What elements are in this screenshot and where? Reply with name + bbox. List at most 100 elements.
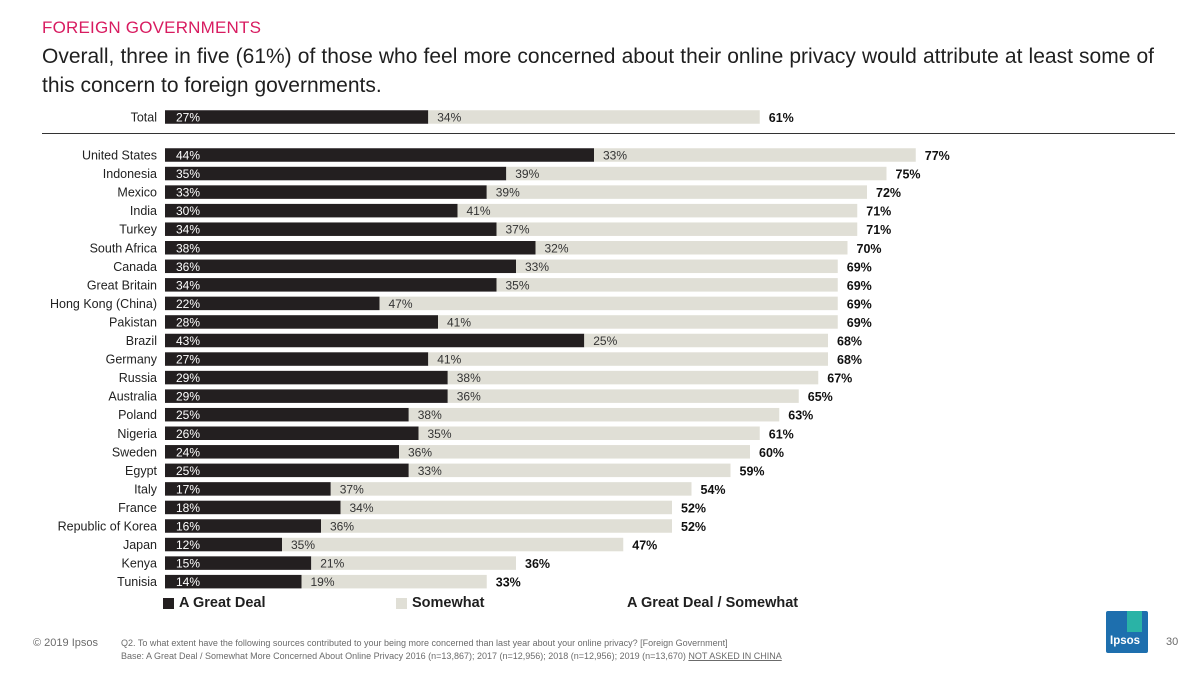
label-somewhat-japan: 35%: [291, 538, 315, 552]
label-great-deal-france: 18%: [176, 501, 200, 515]
total-divider: [42, 133, 1175, 134]
label-great-deal-kenya: 15%: [176, 557, 200, 571]
row-label-pakistan: Pakistan: [109, 315, 157, 329]
row-label-sweden: Sweden: [112, 445, 157, 459]
bar-somewhat-italy: [330, 482, 692, 496]
label-somewhat-kenya: 21%: [320, 557, 344, 571]
label-combined-russia: 67%: [827, 372, 852, 386]
legend-swatch-great-deal: [163, 597, 174, 609]
label-somewhat-united-states: 33%: [603, 149, 627, 163]
label-great-deal-tunisia: 14%: [176, 575, 200, 589]
row-label-tunisia: Tunisia: [117, 575, 157, 589]
label-combined-pakistan: 69%: [847, 316, 872, 330]
label-great-deal-indonesia: 35%: [176, 167, 200, 181]
bar-great-deal-sweden: [165, 445, 399, 459]
bar-somewhat-canada: [516, 259, 838, 274]
label-great-deal-brazil: 43%: [176, 334, 200, 348]
bar-somewhat-japan: [282, 537, 624, 552]
label-somewhat-italy: 37%: [340, 482, 364, 496]
row-label-egypt: Egypt: [125, 464, 157, 478]
label-combined-tunisia: 33%: [496, 576, 521, 590]
label-somewhat-france: 34%: [350, 501, 374, 515]
label-combined-kenya: 36%: [525, 557, 550, 571]
row-label-italy: Italy: [134, 482, 158, 496]
label-combined-total: 61%: [769, 111, 794, 125]
bar-somewhat-germany: [428, 352, 828, 366]
row-label-south-africa: South Africa: [90, 241, 157, 255]
row-label-russia: Russia: [119, 371, 157, 385]
label-great-deal-canada: 36%: [176, 260, 200, 274]
label-great-deal-russia: 29%: [176, 371, 200, 385]
label-somewhat-turkey: 37%: [506, 223, 530, 237]
row-label-brazil: Brazil: [126, 334, 157, 348]
label-great-deal-australia: 29%: [176, 390, 200, 404]
bar-great-deal-france: [165, 500, 341, 515]
bar-great-deal-nigeria: [165, 426, 419, 440]
bar-somewhat-nigeria: [418, 426, 760, 440]
bar-great-deal-japan: [165, 537, 282, 552]
bar-somewhat-pakistan: [438, 315, 838, 329]
label-combined-turkey: 71%: [866, 223, 891, 237]
label-combined-sweden: 60%: [759, 446, 784, 460]
label-combined-germany: 68%: [837, 353, 862, 367]
not-asked-note: NOT ASKED IN CHINA: [688, 651, 782, 661]
label-somewhat-indonesia: 39%: [515, 167, 539, 181]
label-somewhat-great-britain: 35%: [506, 278, 530, 292]
legend-great-deal: A Great Deal: [163, 595, 266, 611]
label-combined-australia: 65%: [808, 390, 833, 404]
bar-somewhat-egypt: [408, 463, 731, 478]
bar-somewhat-republic-of-korea: [321, 519, 672, 533]
bar-somewhat-kenya: [311, 556, 516, 570]
bar-great-deal-egypt: [165, 463, 409, 478]
label-great-deal-great-britain: 34%: [176, 278, 200, 292]
bar-great-deal-indonesia: [165, 166, 507, 181]
label-great-deal-india: 30%: [176, 204, 200, 218]
legend-somewhat: Somewhat: [396, 595, 485, 611]
bar-great-deal-south-africa: [165, 241, 536, 255]
label-great-deal-hong-kong-china: 22%: [176, 297, 200, 311]
label-great-deal-germany: 27%: [176, 353, 200, 367]
row-label-nigeria: Nigeria: [117, 427, 157, 441]
bar-great-deal-canada: [165, 259, 516, 274]
stacked-bar-chart: Total 27% 34% 61% United States 44% 33% 77% Indo…: [50, 110, 950, 590]
bar-great-deal-kenya: [165, 556, 312, 570]
row-label-united-states: United States: [82, 149, 157, 163]
bar-great-deal-germany: [165, 352, 429, 366]
label-combined-brazil: 68%: [837, 335, 862, 349]
label-combined-nigeria: 61%: [769, 427, 794, 441]
legend-label-somewhat: Somewhat: [412, 595, 485, 611]
label-great-deal-south-africa: 38%: [176, 241, 200, 255]
bar-somewhat-indonesia: [506, 166, 887, 181]
label-great-deal-united-states: 44%: [176, 149, 200, 163]
label-combined-japan: 47%: [632, 539, 657, 553]
label-somewhat-nigeria: 35%: [428, 427, 452, 441]
row-label-republic-of-korea: Republic of Korea: [58, 520, 157, 534]
label-great-deal-egypt: 25%: [176, 464, 200, 478]
label-somewhat-total: 34%: [437, 111, 461, 125]
label-somewhat-brazil: 25%: [593, 334, 617, 348]
logo-text: Ipsos: [1110, 635, 1141, 647]
row-label-germany: Germany: [106, 353, 158, 367]
bar-great-deal-united-states: [165, 148, 594, 162]
bar-great-deal-republic-of-korea: [165, 519, 321, 533]
row-label-canada: Canada: [113, 260, 157, 274]
label-great-deal-italy: 17%: [176, 482, 200, 496]
legend-swatch-somewhat: [396, 597, 407, 609]
page-number: 30: [1166, 636, 1179, 648]
bar-somewhat-sweden: [399, 445, 750, 459]
label-somewhat-tunisia: 19%: [311, 575, 335, 589]
label-combined-egypt: 59%: [740, 464, 765, 478]
section-title: FOREIGN GOVERNMENTS: [42, 18, 262, 37]
legend-label-great-deal: A Great Deal: [179, 595, 266, 611]
bar-somewhat-turkey: [496, 222, 858, 236]
row-label-turkey: Turkey: [119, 223, 157, 237]
bar-somewhat-france: [340, 500, 672, 515]
row-label-great-britain: Great Britain: [87, 278, 157, 292]
label-great-deal-nigeria: 26%: [176, 427, 200, 441]
footnote-base: Base: A Great Deal / Somewhat More Conce…: [121, 650, 782, 663]
label-somewhat-south-africa: 32%: [545, 241, 569, 255]
label-combined-indonesia: 75%: [896, 168, 921, 182]
bar-somewhat-great-britain: [496, 278, 838, 292]
label-combined-united-states: 77%: [925, 149, 950, 163]
label-somewhat-germany: 41%: [437, 353, 461, 367]
